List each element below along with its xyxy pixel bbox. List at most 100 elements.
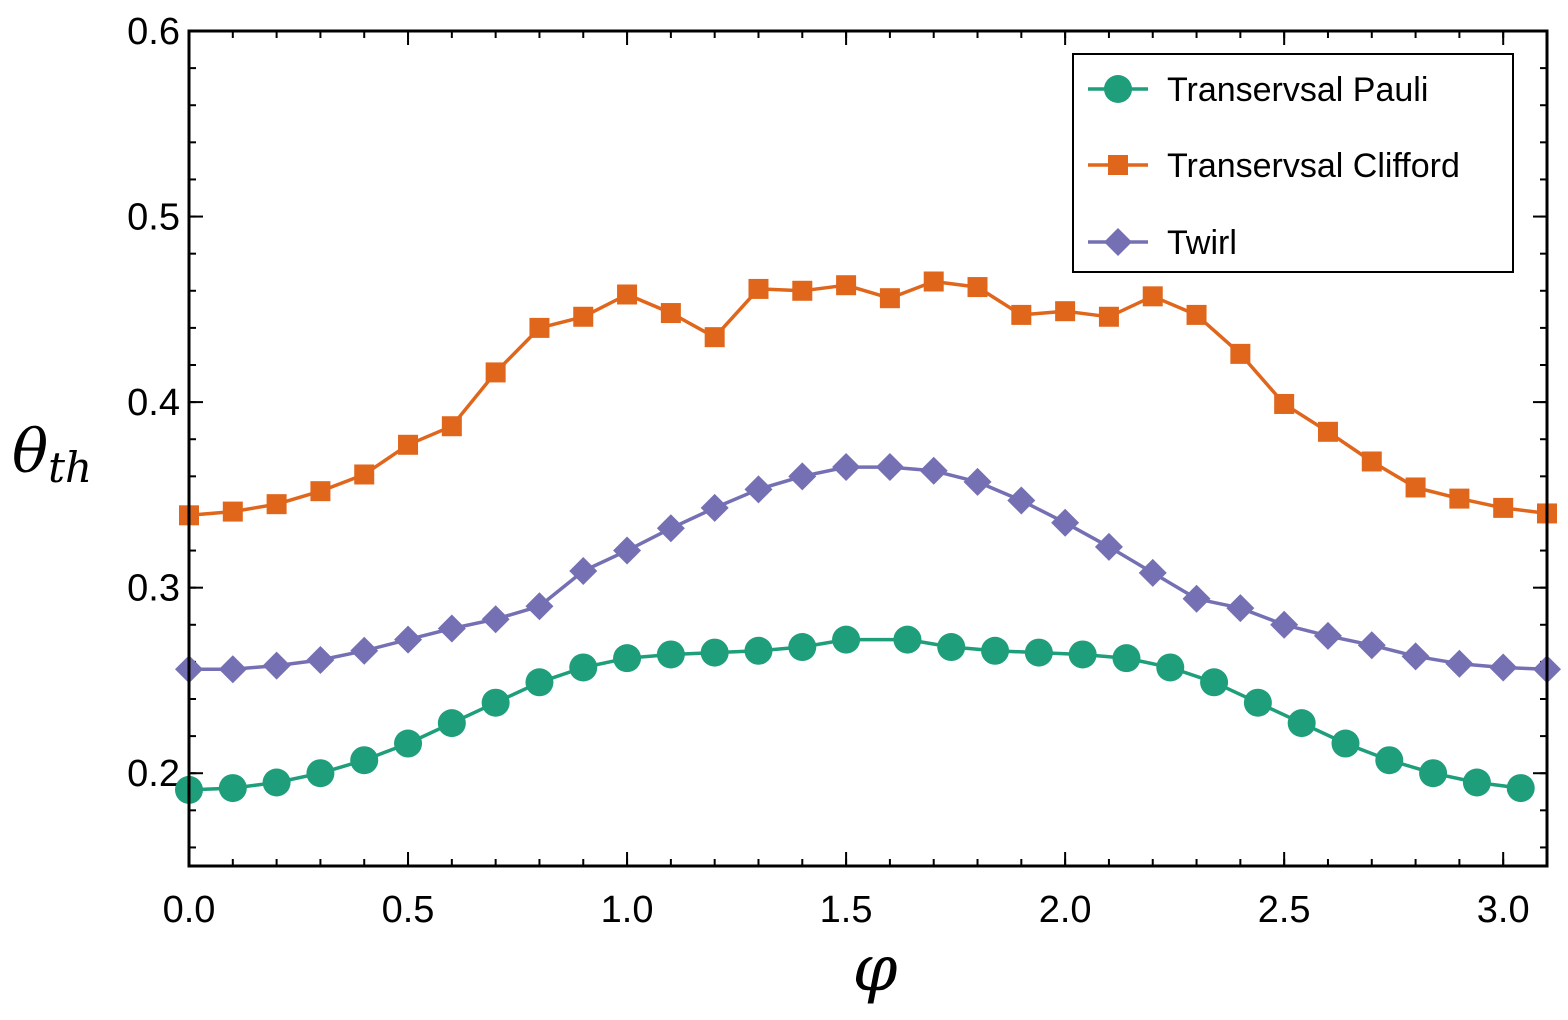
data-point (1506, 774, 1535, 803)
data-point (893, 625, 922, 654)
legend-item: Transervsal Clifford (1088, 147, 1460, 185)
legend-swatch-marker (1104, 228, 1132, 256)
data-point (1068, 640, 1097, 669)
data-point (525, 592, 554, 621)
x-tick-label: 1.0 (601, 889, 654, 931)
series-0 (175, 625, 1535, 804)
data-point (218, 655, 247, 684)
data-point (832, 453, 861, 482)
data-point (1270, 610, 1299, 639)
data-point (700, 493, 729, 522)
data-point (1493, 497, 1514, 518)
data-point (967, 277, 988, 298)
data-point (656, 514, 685, 543)
data-point (613, 644, 642, 673)
data-point (262, 768, 291, 797)
series-layer (175, 271, 1561, 804)
data-point (525, 668, 554, 697)
x-tick-label: 2.5 (1258, 889, 1311, 931)
data-point (222, 501, 243, 522)
x-tick-label: 1.5 (820, 889, 873, 931)
data-point (1055, 301, 1076, 322)
data-point (1230, 343, 1251, 364)
data-point (441, 416, 462, 437)
data-point (660, 303, 681, 324)
data-point (700, 638, 729, 667)
data-point (748, 278, 769, 299)
y-axis-title: θth (12, 417, 92, 492)
plot-frame (187, 29, 1549, 868)
data-point (875, 453, 904, 482)
data-point (350, 636, 379, 665)
data-point (656, 640, 685, 669)
data-point (306, 759, 335, 788)
data-point (832, 625, 861, 654)
y-tick-label: 0.3 (127, 568, 180, 610)
series-line (188, 637, 1521, 792)
data-point (218, 774, 247, 803)
y-tick-label: 0.5 (127, 197, 180, 239)
x-tick-label: 2.0 (1039, 889, 1092, 931)
data-point (1405, 477, 1426, 498)
data-point (394, 625, 423, 654)
legend-label: Twirl (1167, 224, 1237, 262)
data-point (437, 709, 466, 738)
legend-item: Twirl (1088, 224, 1237, 262)
data-point (792, 280, 813, 301)
legend-label: Transervsal Pauli (1167, 71, 1428, 109)
data-point (963, 467, 992, 496)
data-point (1024, 638, 1053, 667)
data-point (879, 288, 900, 309)
data-point (1112, 644, 1141, 673)
data-point (1182, 584, 1211, 613)
data-point (1357, 631, 1386, 660)
data-point (306, 646, 335, 675)
data-point (744, 636, 773, 665)
data-point (923, 271, 944, 292)
legend: Transervsal Pauli Transervsal Clifford Twi… (1072, 53, 1514, 273)
data-point (919, 456, 948, 485)
y-axis-title-subscript: th (48, 443, 92, 492)
data-point (354, 464, 375, 485)
series-1 (179, 271, 1557, 526)
data-point (1011, 304, 1032, 325)
y-tick-label: 0.6 (127, 11, 180, 53)
legend-item: Transervsal Pauli (1088, 71, 1428, 109)
data-point (1138, 558, 1167, 587)
data-point (1375, 746, 1404, 775)
data-point (1274, 393, 1295, 414)
data-point (981, 636, 1010, 665)
data-point (569, 653, 598, 682)
y-tick-label: 0.4 (127, 382, 180, 424)
data-point (1007, 486, 1036, 515)
data-point (1313, 621, 1342, 650)
x-tick-label: 0.0 (163, 889, 216, 931)
data-point (836, 275, 857, 296)
data-point (1186, 304, 1207, 325)
data-point (1317, 421, 1338, 442)
data-point (350, 746, 379, 775)
data-point (569, 556, 598, 585)
data-point (1445, 649, 1474, 678)
x-tick-label: 0.5 (382, 889, 435, 931)
data-point (617, 284, 638, 305)
data-point (788, 633, 817, 662)
data-point (1142, 286, 1163, 307)
data-point (704, 327, 725, 348)
data-point (1287, 709, 1316, 738)
data-point (573, 306, 594, 327)
data-point (1051, 508, 1080, 537)
legend-label: Transervsal Clifford (1167, 147, 1460, 185)
data-point (1419, 759, 1448, 788)
legend-swatch-marker (1108, 155, 1128, 175)
data-point (1243, 688, 1272, 717)
data-point (262, 651, 291, 680)
data-point (1156, 653, 1185, 682)
data-point (266, 494, 287, 515)
data-point (1331, 729, 1360, 758)
data-point (788, 462, 817, 491)
y-axis-title-symbol: θ (12, 417, 48, 487)
data-point (744, 475, 773, 504)
data-point (1226, 594, 1255, 623)
data-point (1449, 488, 1470, 509)
